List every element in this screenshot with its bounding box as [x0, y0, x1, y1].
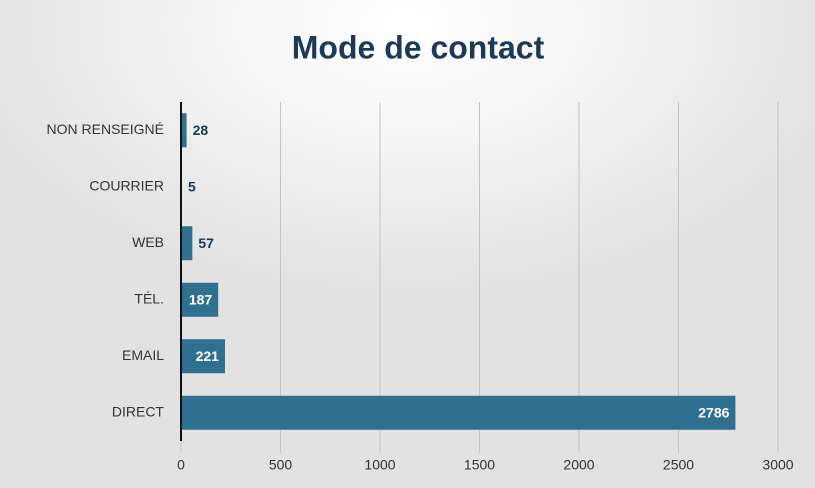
bar — [181, 282, 219, 317]
x-tick-label: 2000 — [563, 457, 594, 473]
y-tick-label: TÉL. — [134, 290, 164, 306]
y-tick-label: DIRECT — [112, 403, 165, 419]
x-tick-label: 500 — [269, 457, 293, 473]
chart-title: Mode de contact — [292, 29, 545, 65]
value-label: 2786 — [698, 404, 729, 420]
bar — [181, 339, 225, 374]
x-tick-label: 1000 — [364, 457, 395, 473]
x-tick-label: 1500 — [464, 457, 495, 473]
x-tick-label: 0 — [177, 457, 185, 473]
value-label: 57 — [198, 235, 214, 251]
bar — [181, 113, 187, 148]
y-tick-label: WEB — [132, 234, 164, 250]
value-label: 28 — [193, 122, 209, 138]
x-tick-label: 2500 — [663, 457, 694, 473]
bar — [181, 395, 736, 430]
y-tick-label: EMAIL — [122, 347, 164, 363]
y-tick-label: COURRIER — [89, 177, 164, 193]
value-label: 5 — [188, 178, 196, 194]
value-label: 187 — [189, 291, 213, 307]
y-tick-label: NON RENSEIGNÉ — [47, 121, 164, 137]
value-label: 221 — [196, 348, 220, 364]
bar — [181, 226, 193, 261]
x-tick-label: 3000 — [762, 457, 793, 473]
